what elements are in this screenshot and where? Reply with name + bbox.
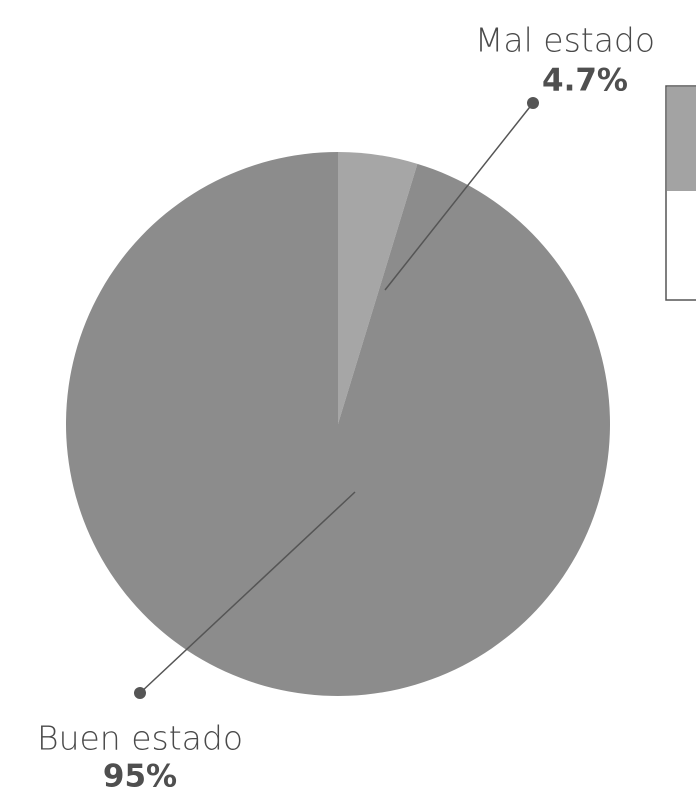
legend-swatch	[667, 87, 696, 191]
pie-slice	[338, 152, 418, 424]
pie-slice	[65, 152, 610, 696]
category-label: Buen estado	[37, 719, 243, 758]
value-label: 95%	[103, 759, 177, 795]
leader-dot	[527, 97, 539, 109]
legend-box	[665, 85, 696, 301]
leader-line	[139, 491, 356, 694]
leader-line	[384, 102, 534, 291]
value-label: 4.7%	[542, 63, 628, 99]
leader-dot	[134, 687, 146, 699]
category-label: Mal estado	[475, 21, 655, 60]
